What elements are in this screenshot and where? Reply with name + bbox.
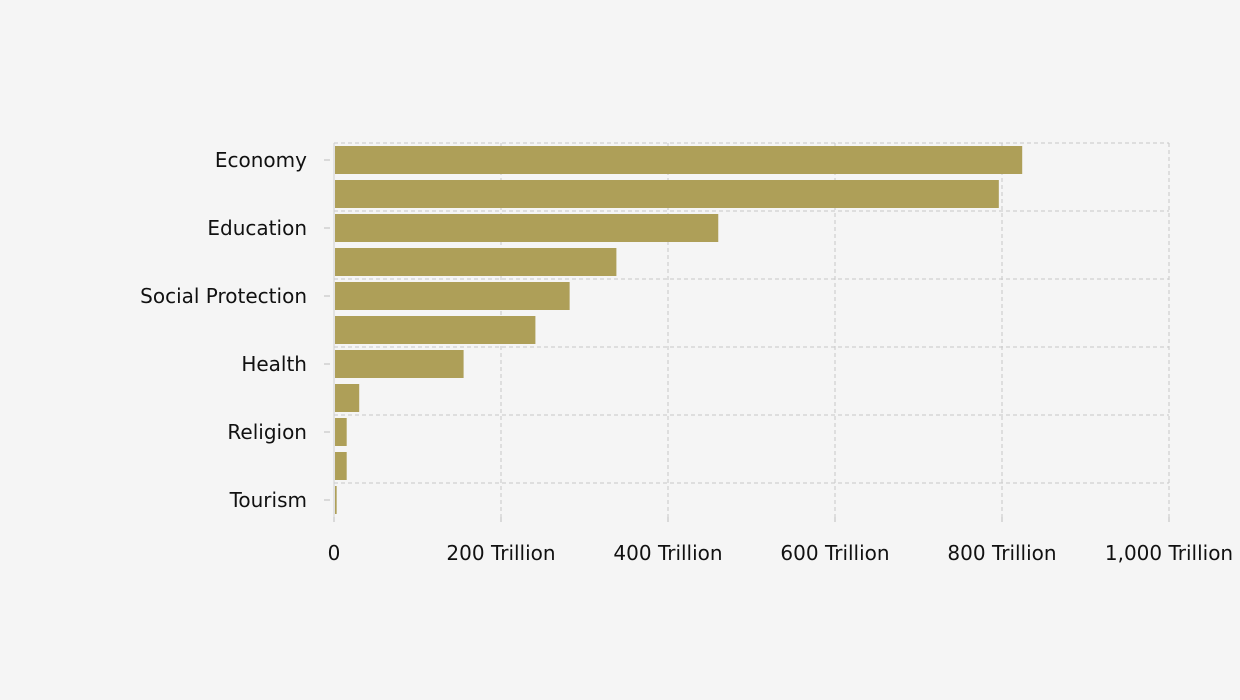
bar[interactable]: [335, 384, 360, 412]
bar[interactable]: [335, 248, 617, 276]
bar[interactable]: [335, 350, 464, 378]
y-tick-label: Social Protection: [140, 284, 307, 308]
labels: Economy Education Social Protection Health R…: [140, 148, 1233, 565]
bar[interactable]: [335, 316, 536, 344]
bar[interactable]: [335, 452, 347, 480]
y-tick-label: Economy: [215, 148, 307, 172]
axes: [324, 143, 1170, 522]
bar[interactable]: [335, 282, 570, 310]
bar[interactable]: [335, 214, 719, 242]
gridlines: [334, 142, 1170, 517]
bar[interactable]: [335, 418, 347, 446]
x-tick-label: 0: [328, 541, 341, 565]
bar[interactable]: [335, 486, 337, 514]
y-tick-label: Health: [241, 352, 307, 376]
bars: [335, 146, 1023, 514]
y-tick-label: Religion: [227, 420, 307, 444]
bar[interactable]: [335, 146, 1023, 174]
x-tick-label: 1,000 Trillion: [1105, 541, 1233, 565]
bar[interactable]: [335, 180, 999, 208]
y-tick-label: Education: [207, 216, 307, 240]
y-tick-label: Tourism: [229, 488, 307, 512]
x-tick-label: 800 Trillion: [947, 541, 1056, 565]
x-tick-label: 200 Trillion: [446, 541, 555, 565]
x-tick-label: 600 Trillion: [780, 541, 889, 565]
x-tick-label: 400 Trillion: [613, 541, 722, 565]
